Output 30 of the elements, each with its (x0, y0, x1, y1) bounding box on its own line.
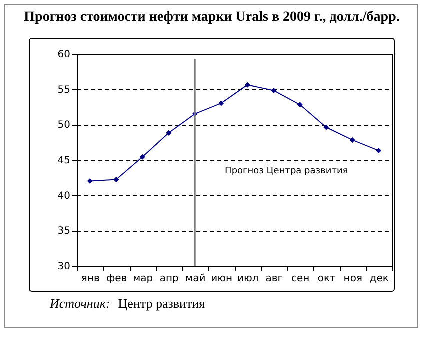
x-tick-label: май (186, 274, 206, 284)
point (114, 177, 120, 183)
point (166, 130, 172, 136)
y-tick-label: 40 (58, 190, 70, 202)
point (244, 82, 250, 88)
point (140, 154, 146, 160)
text: Источник: Центр развития (50, 296, 206, 312)
y-tick-label: 55 (58, 84, 70, 96)
x-tick-label: июл (237, 274, 259, 284)
x-tick-label: авг (266, 274, 284, 284)
point (376, 148, 382, 154)
point (87, 178, 93, 184)
x-tick-label: июн (211, 274, 233, 284)
annotation: Прогноз Центра развития (225, 166, 348, 177)
x-tick-label: ноя (344, 274, 362, 284)
y-tick-label: 30 (58, 262, 70, 272)
x-tick-label: дек (370, 274, 389, 284)
point (350, 137, 356, 143)
point (271, 88, 277, 94)
y-tick-label: 60 (58, 50, 70, 60)
x-tick-label: янв (81, 274, 100, 284)
y-tick-label: 35 (58, 226, 70, 238)
point (297, 102, 303, 108)
point (324, 124, 330, 130)
y-tick-label: 45 (58, 156, 70, 166)
x-tick-label: окт (318, 274, 336, 284)
point (218, 100, 224, 106)
y-tick-label: 50 (58, 120, 70, 132)
chart-title: Прогноз стоимости нефти марки Urals в 2009 г., долл./барр. (23, 10, 401, 26)
x-tick-label: сен (292, 274, 310, 284)
